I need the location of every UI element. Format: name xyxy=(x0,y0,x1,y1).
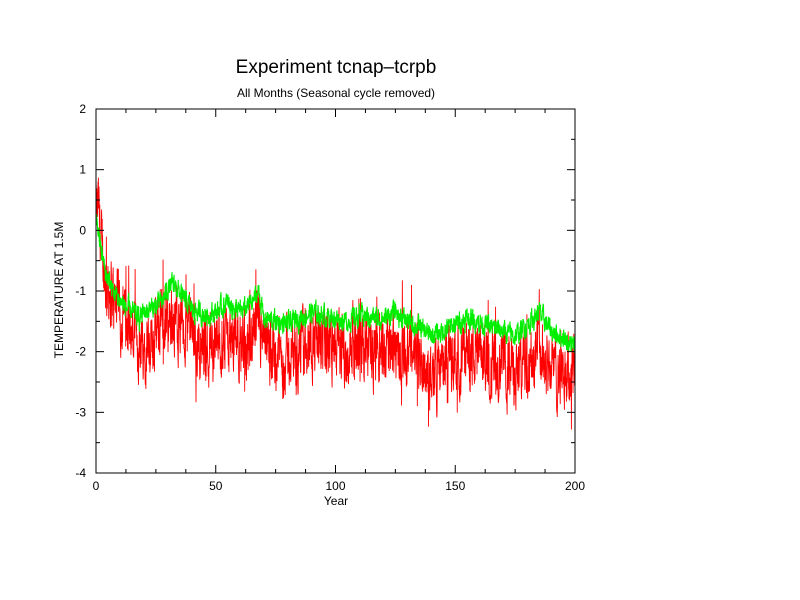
y-tick-label: 0 xyxy=(79,223,86,237)
y-axis-label: TEMPERATURE AT 1.5M xyxy=(52,222,66,359)
x-tick-label: 150 xyxy=(445,479,465,493)
y-tick-label: 2 xyxy=(79,102,86,116)
series-line-smoothed xyxy=(96,214,575,353)
y-tick-label: -4 xyxy=(75,466,86,480)
chart-subtitle: All Months (Seasonal cycle removed) xyxy=(237,86,435,100)
x-axis-label: Year xyxy=(324,494,348,508)
y-tick-label: 1 xyxy=(79,163,86,177)
y-tick-label: -2 xyxy=(75,345,86,359)
series-line-monthly xyxy=(96,177,575,430)
x-tick-label: 200 xyxy=(565,479,585,493)
series-layer xyxy=(96,177,575,430)
y-tick-label: -1 xyxy=(75,284,86,298)
x-tick-label: 100 xyxy=(325,479,345,493)
y-tick-label: -3 xyxy=(75,405,86,419)
x-tick-label: 0 xyxy=(93,479,100,493)
axes-layer: 0 50 100 150 200 -4 -3 -2 -1 0 1 2 xyxy=(75,102,585,493)
chart-title: Experiment tcnap–tcrpb xyxy=(236,57,437,78)
x-tick-label: 50 xyxy=(209,479,223,493)
